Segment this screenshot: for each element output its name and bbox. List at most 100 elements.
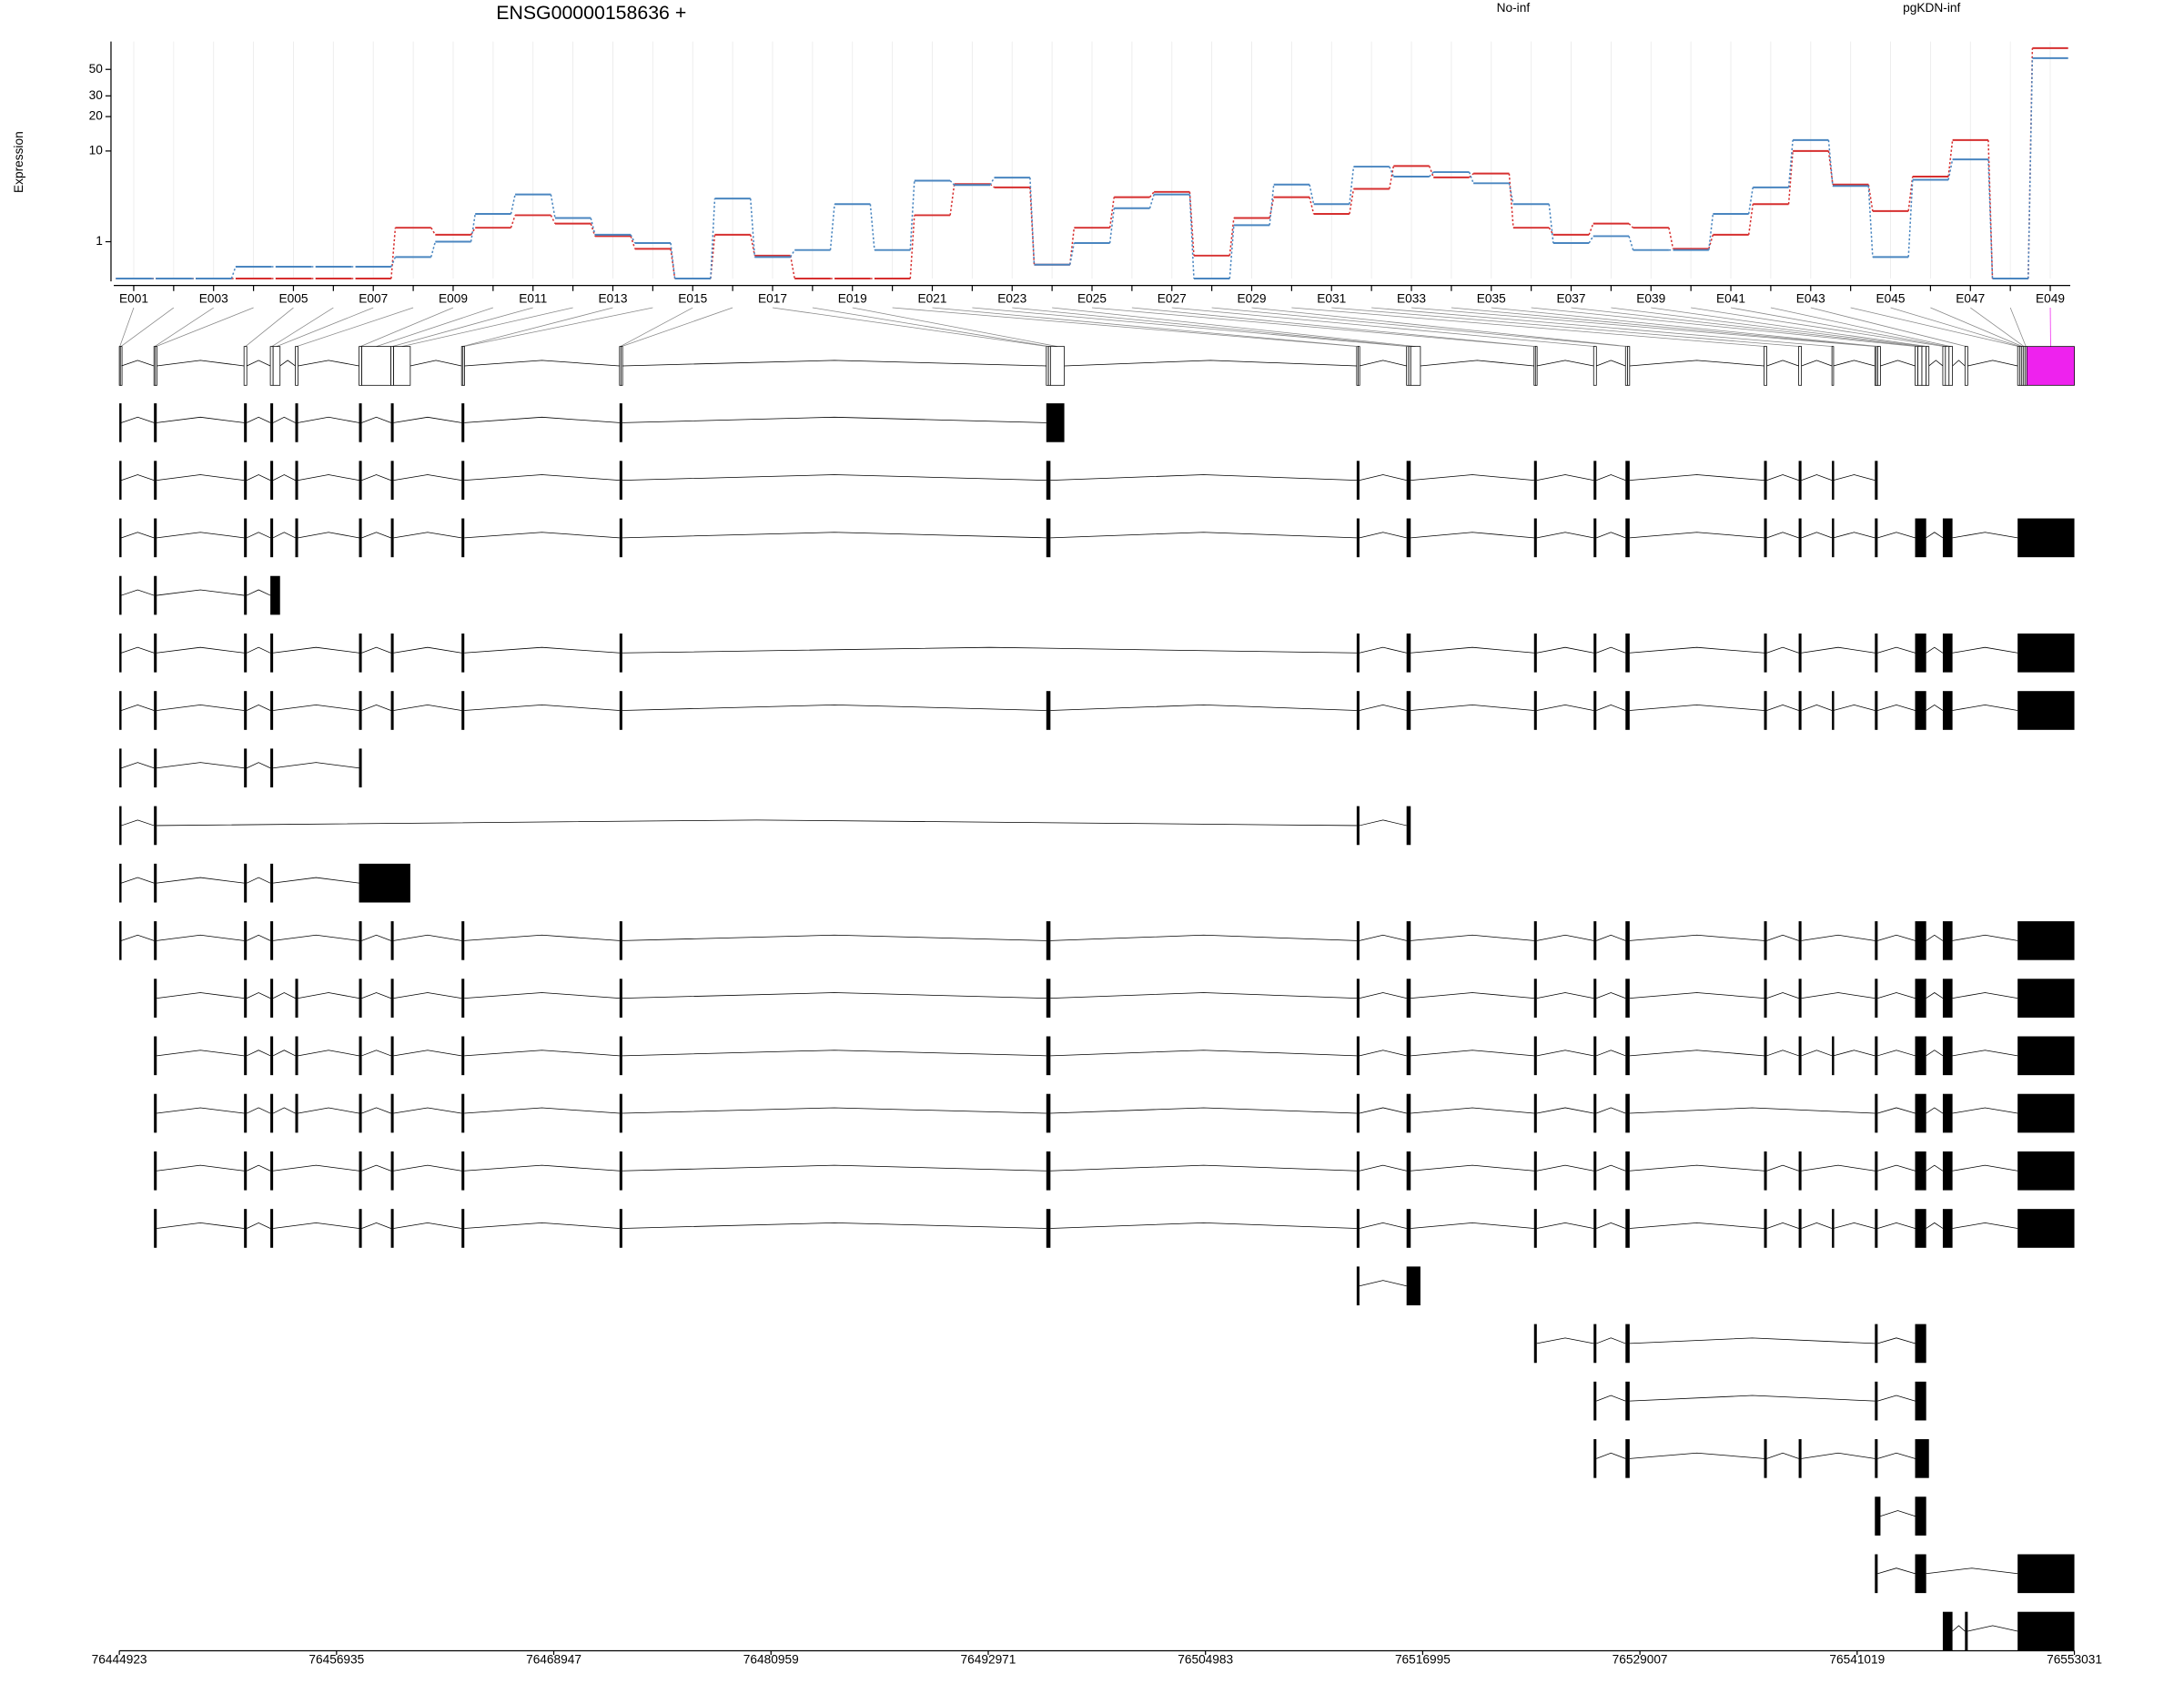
- x-tick-label: E003: [199, 292, 228, 306]
- exon: [1832, 518, 1835, 558]
- intron: [464, 532, 620, 539]
- intron: [361, 934, 391, 941]
- intron: [1801, 1050, 1833, 1057]
- intron: [1801, 1222, 1833, 1229]
- exon: [1764, 518, 1767, 558]
- exon: [359, 633, 362, 673]
- step-connector: [230, 266, 237, 279]
- exon: [1356, 806, 1360, 846]
- exon: [1875, 979, 1878, 1018]
- exon: [1875, 1209, 1878, 1248]
- intron: [464, 705, 620, 711]
- step-connector: [829, 204, 835, 250]
- intron: [1410, 1107, 1534, 1114]
- intron: [1952, 532, 2018, 539]
- step-connector: [510, 215, 516, 228]
- intron: [393, 1107, 462, 1114]
- exon: [1942, 518, 1953, 558]
- x-tick-label: E009: [439, 292, 468, 306]
- step-connector: [1867, 184, 1874, 211]
- intron: [1952, 705, 2018, 711]
- exon-link: [1810, 307, 1967, 348]
- exon: [1406, 1036, 1411, 1076]
- exon: [270, 1036, 274, 1076]
- step-connector: [1747, 204, 1754, 235]
- intron: [247, 1222, 271, 1229]
- intron: [1877, 1164, 1916, 1172]
- exon: [1593, 518, 1597, 558]
- exon: [1942, 1151, 1953, 1191]
- step-connector: [430, 227, 436, 236]
- intron: [1359, 934, 1407, 941]
- exon-part: [1945, 346, 1950, 386]
- intron: [1410, 934, 1534, 941]
- intron: [157, 532, 245, 539]
- exon: [154, 1093, 157, 1133]
- exon: [461, 1093, 465, 1133]
- exon: [1798, 691, 1802, 730]
- exon: [154, 921, 157, 960]
- step-connector: [430, 241, 437, 258]
- step-connector: [1428, 166, 1434, 178]
- exon: [1942, 1611, 1953, 1651]
- exon: [1875, 1439, 1878, 1478]
- exon: [1625, 691, 1630, 730]
- exon: [154, 633, 157, 673]
- intron: [464, 992, 620, 999]
- intron: [1801, 474, 1833, 481]
- exon-part: [1948, 346, 1953, 386]
- exon: [244, 518, 248, 558]
- intron: [1801, 992, 1876, 999]
- exon: [359, 518, 362, 558]
- step-connector: [1548, 204, 1554, 244]
- intron: [298, 360, 359, 367]
- exon: [244, 863, 248, 903]
- exon: [1356, 691, 1360, 730]
- x-tick-label: E045: [1876, 292, 1906, 306]
- exon: [461, 1036, 465, 1076]
- exon: [244, 748, 248, 788]
- x-tick-label: E035: [1477, 292, 1506, 306]
- exon-part: [1942, 346, 1946, 386]
- step-connector: [869, 204, 875, 250]
- exon: [1406, 806, 1411, 846]
- intron: [247, 762, 271, 769]
- intron: [1926, 1050, 1944, 1057]
- exon: [1046, 691, 1051, 730]
- exon: [1915, 1496, 1926, 1536]
- exon: [1942, 1036, 1953, 1076]
- exon-link: [1770, 307, 1951, 348]
- exon-part: [1876, 346, 1881, 386]
- exon-link: [376, 307, 493, 348]
- exon: [1764, 633, 1767, 673]
- exon: [1406, 518, 1411, 558]
- intron: [1877, 1452, 1916, 1459]
- x-tick-label: E013: [598, 292, 627, 306]
- exon: [1406, 461, 1411, 500]
- intron: [1801, 360, 1833, 367]
- exon: [1356, 461, 1360, 500]
- intron: [622, 360, 1046, 367]
- exon: [270, 748, 274, 788]
- exon: [1406, 1266, 1421, 1306]
- exon: [1533, 633, 1537, 673]
- exon: [2017, 1209, 2075, 1248]
- exon-part: [295, 346, 298, 386]
- step-connector: [390, 228, 397, 279]
- intron: [273, 705, 359, 711]
- step-connector: [1269, 184, 1275, 226]
- intron: [1877, 1395, 1916, 1402]
- intron: [1359, 532, 1407, 539]
- intron: [157, 934, 245, 941]
- intron: [157, 992, 245, 999]
- exon-link: [1571, 307, 1920, 348]
- exon: [270, 1093, 274, 1133]
- intron: [121, 934, 155, 941]
- exon: [1798, 1439, 1802, 1478]
- exon-link: [1531, 307, 1917, 348]
- step-connector: [1389, 166, 1395, 189]
- x-tick-label: E017: [758, 292, 787, 306]
- exon: [1832, 1036, 1835, 1076]
- exon-part: [243, 346, 248, 386]
- exon-link: [1171, 307, 1595, 348]
